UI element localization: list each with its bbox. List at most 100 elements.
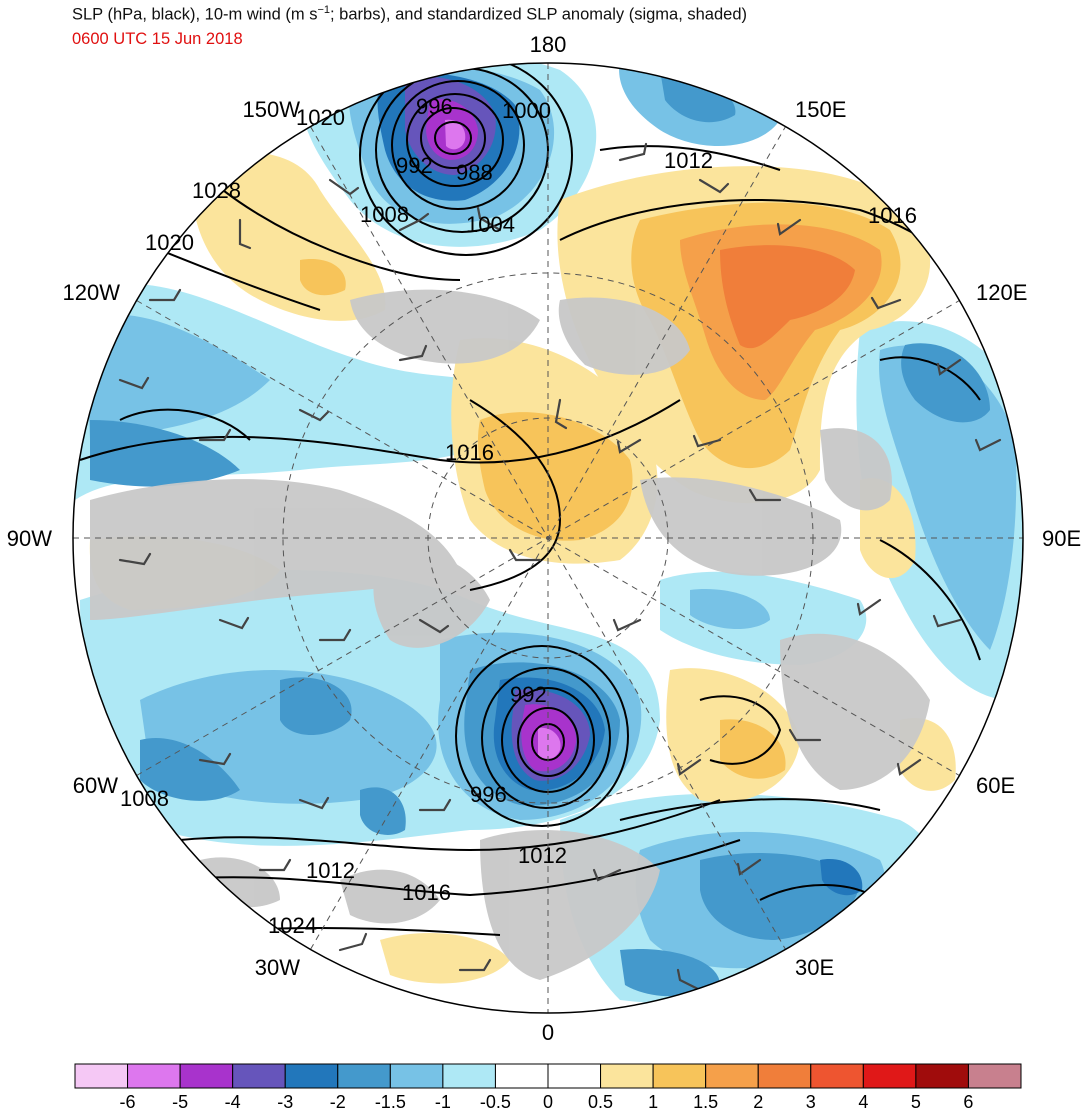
wind-barb bbox=[338, 932, 368, 952]
anomaly-region bbox=[690, 589, 770, 630]
colorbar-tick-label: -1.5 bbox=[375, 1092, 406, 1112]
wind-barb bbox=[936, 358, 962, 376]
colorbar-swatch bbox=[389, 1063, 444, 1089]
wind-barb bbox=[258, 858, 292, 872]
wind-barb bbox=[832, 916, 862, 930]
colorbar-tick-label: 1 bbox=[648, 1092, 658, 1112]
wind-barb bbox=[508, 548, 542, 562]
anomaly-region bbox=[538, 727, 561, 760]
colorbar-swatch bbox=[127, 1063, 181, 1089]
wind-barb bbox=[788, 728, 822, 742]
longitude-labels: 180 150E 120E 90E 60E 30E 0 30W 60W 90W … bbox=[7, 32, 1081, 1045]
land-region bbox=[480, 830, 660, 980]
isobar-label: 996 bbox=[470, 782, 507, 807]
colorbar-tick-label: -1 bbox=[435, 1092, 451, 1112]
isobar-labels: 996 1000 1020 992 988 1012 1028 1008 100… bbox=[120, 94, 917, 938]
isobar-label: 1028 bbox=[192, 178, 241, 203]
isobar-label: 988 bbox=[456, 160, 493, 185]
anomaly-region bbox=[90, 420, 240, 487]
land-region bbox=[340, 869, 440, 924]
colorbar-swatch bbox=[862, 1063, 917, 1089]
isobar-label: 1016 bbox=[402, 880, 451, 905]
lon-label-90w: 90W bbox=[7, 526, 52, 551]
isobar-label: 1012 bbox=[518, 843, 567, 868]
lon-label-0: 0 bbox=[542, 1020, 554, 1045]
colorbar-swatch bbox=[284, 1063, 339, 1089]
wind-barb bbox=[856, 598, 882, 616]
wind-barb bbox=[298, 408, 330, 422]
anomaly-region bbox=[720, 245, 855, 349]
land-region bbox=[350, 289, 540, 364]
map-border bbox=[72, 62, 1024, 1014]
wind-barb bbox=[328, 178, 360, 196]
wind-barb bbox=[418, 798, 452, 812]
anomaly-region bbox=[620, 949, 720, 997]
land-region bbox=[780, 633, 930, 790]
colorbar-swatch bbox=[600, 1063, 654, 1089]
colorbar-tick-label: 0 bbox=[543, 1092, 553, 1112]
isobar-label: 992 bbox=[396, 153, 433, 178]
colorbar-swatch bbox=[757, 1063, 812, 1089]
colorbar-tick-label: -6 bbox=[120, 1092, 136, 1112]
wind-barb bbox=[870, 296, 902, 310]
anomaly-region bbox=[85, 314, 270, 440]
colorbar-swatch bbox=[915, 1063, 969, 1089]
wind-barb bbox=[676, 968, 702, 992]
anomaly-region bbox=[280, 677, 352, 735]
isobar-label: 1000 bbox=[502, 98, 551, 123]
lon-label-180: 180 bbox=[530, 32, 567, 57]
isobar-label: 1020 bbox=[296, 105, 345, 130]
wind-barb bbox=[612, 618, 642, 632]
wind-barb bbox=[398, 212, 430, 232]
wind-barb bbox=[198, 752, 232, 766]
colorbar-tick-label: -5 bbox=[172, 1092, 188, 1112]
lon-label-120w: 120W bbox=[63, 280, 121, 305]
colorbar-swatch bbox=[442, 1063, 496, 1089]
colorbar-swatch bbox=[74, 1063, 129, 1089]
graticule bbox=[73, 63, 1023, 1013]
isobar-label: 1020 bbox=[145, 230, 194, 255]
wind-barb bbox=[198, 428, 232, 442]
valid-time: 0600 UTC 15 Jun 2018 bbox=[72, 30, 243, 48]
wind-barb bbox=[974, 438, 1002, 452]
land-mask bbox=[90, 289, 930, 980]
wind-barb bbox=[676, 758, 702, 776]
wind-barb bbox=[692, 434, 722, 448]
isobar-label: 1004 bbox=[466, 212, 515, 237]
isobar-label: 1016 bbox=[868, 203, 917, 228]
wind-barb bbox=[932, 614, 962, 628]
wind-barb bbox=[592, 868, 622, 882]
isobar-label: 1008 bbox=[360, 202, 409, 227]
colorbar-tick-label: 6 bbox=[963, 1092, 973, 1112]
colorbar-tick-label: 0.5 bbox=[588, 1092, 613, 1112]
colorbar-tick-label: 2 bbox=[753, 1092, 763, 1112]
colorbar-tick-label: -0.5 bbox=[480, 1092, 511, 1112]
wind-barb bbox=[298, 796, 330, 810]
isobar-label: 992 bbox=[510, 682, 547, 707]
wind-barb bbox=[736, 858, 762, 876]
wind-barb bbox=[318, 628, 352, 642]
colorbar-swatch bbox=[494, 1063, 549, 1089]
wind-barb bbox=[118, 552, 152, 566]
colorbar-tick-label: 3 bbox=[806, 1092, 816, 1112]
wind-barb bbox=[776, 218, 802, 236]
anomaly-region bbox=[300, 259, 346, 296]
wind-barb bbox=[616, 438, 642, 454]
colorbar-swatch bbox=[232, 1063, 286, 1089]
wind-barb bbox=[748, 488, 782, 502]
wind-barb bbox=[148, 288, 182, 302]
colorbar: -6 -5 -4 -3 -2 -1.5 -1 -0.5 0 0.5 1 1.5 2 3 4 5 6 bbox=[74, 1063, 1022, 1112]
colorbar-swatch bbox=[652, 1063, 707, 1089]
isobar-label: 1008 bbox=[120, 786, 169, 811]
wind-barb bbox=[554, 398, 568, 430]
colorbar-tick-label: -3 bbox=[277, 1092, 293, 1112]
anomaly-region bbox=[901, 343, 990, 423]
land-region bbox=[820, 428, 892, 511]
colorbar-swatch bbox=[547, 1063, 602, 1089]
colorbar-swatch bbox=[705, 1063, 759, 1089]
anomaly-region bbox=[879, 345, 1017, 650]
anomaly-shading bbox=[75, 63, 1023, 1004]
wind-barb bbox=[618, 142, 648, 162]
lon-label-30w: 30W bbox=[255, 955, 300, 980]
